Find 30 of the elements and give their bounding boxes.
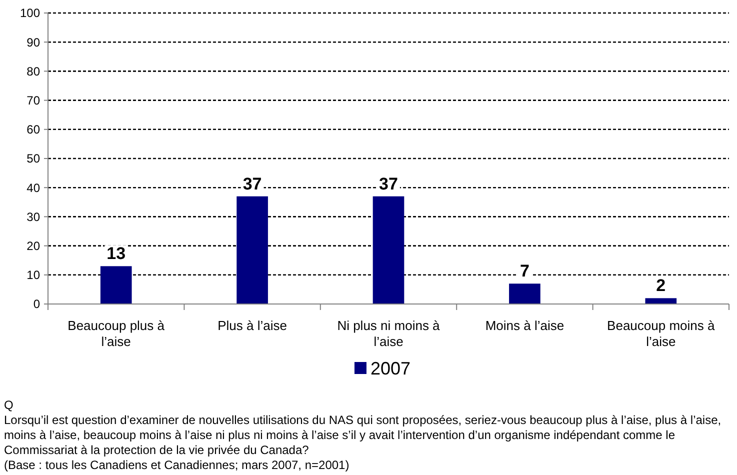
data-label: 2 <box>656 276 666 296</box>
y-tick-label: 60 <box>26 122 40 137</box>
text: (Base : tous les Canadiens et Canadiennes; mars 2007, n=2001) <box>4 458 350 472</box>
bar <box>509 284 540 304</box>
x-tick-label: Ni plus ni moins à l’aise <box>337 318 441 349</box>
y-tick-label: 70 <box>26 94 40 108</box>
y-tick-label: 50 <box>26 152 40 166</box>
bar <box>372 196 404 304</box>
y-tick-label: 0 <box>33 297 40 312</box>
y-tick-label: 10 <box>26 268 40 282</box>
x-tick-label: Beaucoup moins à l’aise <box>607 318 716 349</box>
text: Lorsqu’il est question d’examiner de nouvelles utilisations du NAS qui sont proposées, seriez-vous beaucoup plus à l’aise, plus à l’aise, moins à l’aise, beaucoup moins à l’aise ni plus ni moins à l’aise s’il y avait l’intervention d’un organisme indépendant comme le Commissariat à la protection de la vie privée du Canada? <box>4 413 722 457</box>
y-tick-label: 90 <box>26 35 40 50</box>
legend-label: 2007 <box>370 358 411 378</box>
y-tick-label: 80 <box>26 64 40 78</box>
data-label: 37 <box>379 174 398 194</box>
bar <box>645 298 677 304</box>
data-label: 13 <box>106 244 126 264</box>
bar <box>236 196 268 304</box>
y-tick-label: 30 <box>26 210 40 224</box>
y-tick-label: 20 <box>26 239 40 253</box>
text: Q <box>4 398 14 412</box>
data-label: 37 <box>242 174 262 194</box>
x-tick-label: Beaucoup plus à l’aise <box>68 318 166 349</box>
x-tick-label: Plus à l’aise <box>218 318 287 333</box>
y-tick-label: 40 <box>26 180 40 195</box>
x-tick-label: Moins à l’aise <box>485 318 564 333</box>
y-tick-label: 100 <box>20 6 40 20</box>
data-label: 7 <box>520 262 530 281</box>
bar <box>100 266 132 304</box>
